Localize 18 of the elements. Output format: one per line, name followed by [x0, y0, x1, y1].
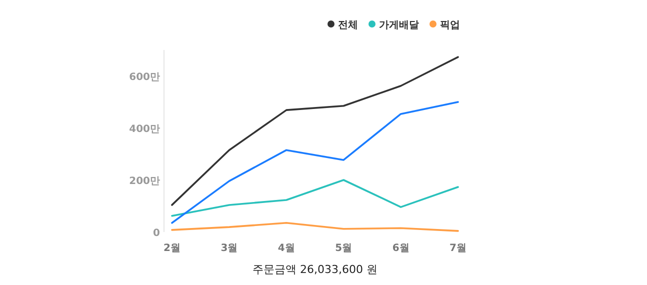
y-tick-label: 0: [153, 228, 160, 239]
x-tick-label: 4월: [278, 243, 295, 254]
legend-label: 가게배달: [379, 20, 419, 31]
x-tick-label: 2월: [164, 243, 180, 254]
line-series: [171, 222, 459, 232]
line-series: [171, 101, 459, 224]
x-tick-label: 5월: [335, 243, 352, 254]
line-series: [171, 56, 459, 206]
legend-label: 전체: [338, 20, 358, 31]
line-series: [171, 179, 459, 217]
x-tick-label: 6월: [392, 243, 410, 254]
x-tick-label: 7월: [450, 243, 466, 254]
y-tick-label: 600만: [129, 72, 160, 83]
text: 주문금액 26,033,600 원: [252, 263, 378, 276]
y-tick-label: 400만: [129, 124, 160, 135]
y-tick-label: 200만: [129, 176, 160, 187]
legend-label: 픽업: [440, 20, 460, 31]
x-tick-label: 3월: [220, 243, 238, 254]
